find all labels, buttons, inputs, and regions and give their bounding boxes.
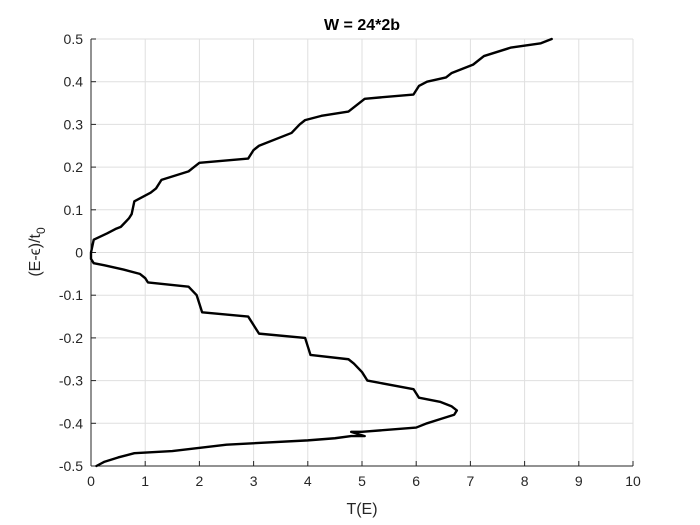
y-tick-label: -0.3 [59, 373, 83, 389]
x-tick-label: 6 [412, 473, 420, 489]
y-tick-label: 0.4 [64, 74, 84, 90]
y-tick-label: -0.4 [59, 415, 83, 431]
y-tick-label: 0.5 [64, 31, 84, 47]
series-line [89, 37, 553, 468]
y-tick-label: 0.2 [64, 159, 84, 175]
x-tick-label: 5 [358, 473, 366, 489]
x-axis-ticks: 0 1 2 3 4 5 6 7 8 9 10 [87, 461, 641, 489]
y-tick-label: 0 [75, 245, 83, 261]
x-tick-label: 10 [625, 473, 641, 489]
chart-title: W = 24*2b [324, 17, 400, 34]
x-tick-label: 8 [521, 473, 529, 489]
y-tick-label: -0.2 [59, 330, 83, 346]
x-tick-label: 3 [250, 473, 258, 489]
x-tick-label: 1 [141, 473, 149, 489]
x-tick-label: 0 [87, 473, 95, 489]
y-tick-label: -0.5 [59, 458, 83, 474]
x-tick-label: 4 [304, 473, 312, 489]
y-tick-label: 0.1 [64, 202, 84, 218]
y-axis-title-main: (E-ϵ)/t [27, 233, 44, 276]
x-tick-label: 2 [196, 473, 204, 489]
y-axis-title: (E-ϵ)/t0 [27, 227, 48, 277]
x-tick-label: 9 [575, 473, 583, 489]
y-axis-title-subscript: 0 [34, 227, 48, 234]
y-tick-label: 0.3 [64, 116, 84, 132]
y-axis-ticks: -0.5 -0.4 -0.3 -0.2 -0.1 0 0.1 0.2 0.3 0.4 0.5 [59, 31, 96, 474]
x-tick-label: 7 [467, 473, 475, 489]
x-axis-title: T(E) [346, 501, 377, 518]
y-tick-label: -0.1 [59, 287, 83, 303]
